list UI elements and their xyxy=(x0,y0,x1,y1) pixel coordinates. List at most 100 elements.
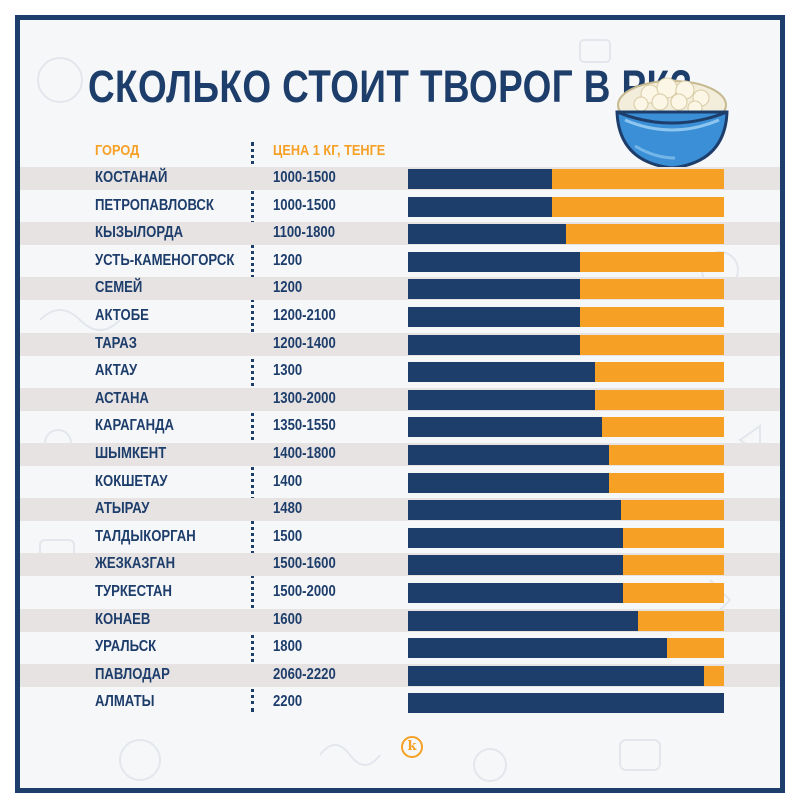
price-label: 1500-2000 xyxy=(273,582,336,600)
city-label: АСТАНА xyxy=(95,389,149,407)
price-label: 1200-1400 xyxy=(273,334,336,352)
bar-track xyxy=(408,500,724,521)
price-label: 1200 xyxy=(273,279,303,297)
city-label: КОНАЕВ xyxy=(95,610,151,628)
city-label: СЕМЕЙ xyxy=(95,279,143,297)
bar-track xyxy=(408,417,724,438)
table-row: УРАЛЬСК 1800 xyxy=(20,634,780,662)
bar-track xyxy=(408,389,724,410)
bar-fill xyxy=(408,417,602,438)
city-label: ТАРАЗ xyxy=(95,334,137,352)
bar-track xyxy=(408,665,724,686)
city-label: ПАВЛОДАР xyxy=(95,665,170,683)
bar-track xyxy=(408,555,724,576)
table-row: УСТЬ-КАМЕНОГОРСК 1200 xyxy=(20,248,780,276)
bar-track xyxy=(408,251,724,272)
bar-track xyxy=(408,196,724,217)
bar-track xyxy=(408,582,724,603)
city-label: АТЫРАУ xyxy=(95,500,150,518)
table-row: АКТОБЕ 1200-2100 xyxy=(20,303,780,331)
bar-fill xyxy=(408,251,581,272)
table-row: ШЫМКЕНТ 1400-1800 xyxy=(20,441,780,469)
bar-track xyxy=(408,224,724,245)
bar-fill xyxy=(408,444,610,465)
table-row: АСТАНА 1300-2000 xyxy=(20,386,780,414)
table-row: АТЫРАУ 1480 xyxy=(20,496,780,524)
table-row: КАРАГАНДА 1350-1550 xyxy=(20,413,780,441)
table-row: ТАРАЗ 1200-1400 xyxy=(20,331,780,359)
bar-track xyxy=(408,334,724,355)
bar-fill xyxy=(408,665,704,686)
price-label: 1800 xyxy=(273,638,303,656)
bar-track xyxy=(408,444,724,465)
bar-fill xyxy=(408,362,595,383)
bar-track xyxy=(408,638,724,659)
bar-fill xyxy=(408,389,595,410)
price-label: 1480 xyxy=(273,500,303,518)
bar-fill xyxy=(408,500,621,521)
bar-track xyxy=(408,169,724,189)
city-label: АКТАУ xyxy=(95,362,138,380)
page-title: СКОЛЬКО СТОИТ ТВОРОГ В РК? xyxy=(88,61,693,112)
chart-rows: КОСТАНАЙ 1000-1500 ПЕТРОПАВЛОВСК 1000-1500 К… xyxy=(20,165,780,717)
bar-fill xyxy=(408,196,552,217)
column-header-city: ГОРОД xyxy=(95,142,140,159)
table-row: ПЕТРОПАВЛОВСК 1000-1500 xyxy=(20,193,780,221)
bar-fill xyxy=(408,472,610,493)
price-label: 1000-1500 xyxy=(273,196,336,214)
bar-track xyxy=(408,610,724,631)
price-label: 1350-1550 xyxy=(273,417,336,435)
table-row: КОНАЕВ 1600 xyxy=(20,607,780,635)
bar-fill xyxy=(408,693,724,714)
price-label: 1200 xyxy=(273,251,303,269)
bar-fill xyxy=(408,279,581,300)
price-label: 1400 xyxy=(273,472,303,490)
table-row: КОСТАНАЙ 1000-1500 xyxy=(20,165,780,193)
city-label: КАРАГАНДА xyxy=(95,417,174,435)
city-label: ТУРКЕСТАН xyxy=(95,582,172,600)
city-label: УРАЛЬСК xyxy=(95,638,157,656)
city-label: ЖЕЗКАЗГАН xyxy=(95,555,176,573)
table-row: АКТАУ 1300 xyxy=(20,358,780,386)
city-label: ПЕТРОПАВЛОВСК xyxy=(95,196,214,214)
k-logo-icon: k xyxy=(401,736,423,758)
bar-track xyxy=(408,693,724,714)
column-header-price: ЦЕНА 1 КГ, ТЕНГЕ xyxy=(273,142,386,159)
bar-track xyxy=(408,279,724,300)
table-row: ЖЕЗКАЗГАН 1500-1600 xyxy=(20,551,780,579)
bar-track xyxy=(408,472,724,493)
column-divider xyxy=(251,142,254,712)
price-label: 2200 xyxy=(273,693,303,711)
bar-fill xyxy=(408,306,581,327)
bar-fill xyxy=(408,638,667,659)
price-label: 1400-1800 xyxy=(273,444,336,462)
price-label: 1500 xyxy=(273,527,303,545)
price-label: 1200-2100 xyxy=(273,306,336,324)
table-row: ТУРКЕСТАН 1500-2000 xyxy=(20,579,780,607)
price-label: 1300-2000 xyxy=(273,389,336,407)
price-label: 1500-1600 xyxy=(273,555,336,573)
table-row: ТАЛДЫКОРГАН 1500 xyxy=(20,524,780,552)
bar-track xyxy=(408,527,724,548)
price-label: 1600 xyxy=(273,610,303,628)
table-row: АЛМАТЫ 2200 xyxy=(20,689,780,717)
table-row: ПАВЛОДАР 2060-2220 xyxy=(20,662,780,690)
city-label: АЛМАТЫ xyxy=(95,693,155,711)
bar-fill xyxy=(408,582,624,603)
bar-fill xyxy=(408,555,624,576)
city-label: АКТОБЕ xyxy=(95,306,149,324)
table-row: КЫЗЫЛОРДА 1100-1800 xyxy=(20,220,780,248)
bar-track xyxy=(408,362,724,383)
bar-fill xyxy=(408,169,552,189)
bar-fill xyxy=(408,334,581,355)
price-label: 1100-1800 xyxy=(273,224,336,242)
city-label: КОСТАНАЙ xyxy=(95,169,168,186)
price-label: 2060-2220 xyxy=(273,665,336,683)
table-row: СЕМЕЙ 1200 xyxy=(20,275,780,303)
price-label: 1000-1500 xyxy=(273,169,336,186)
bar-fill xyxy=(408,527,624,548)
bar-track xyxy=(408,306,724,327)
cottage-cheese-bowl-icon xyxy=(615,77,729,170)
city-label: УСТЬ-КАМЕНОГОРСК xyxy=(95,251,235,269)
infographic-frame: СКОЛЬКО СТОИТ ТВОРОГ В РК? ГОРОД ЦЕНА 1 … xyxy=(15,15,785,793)
